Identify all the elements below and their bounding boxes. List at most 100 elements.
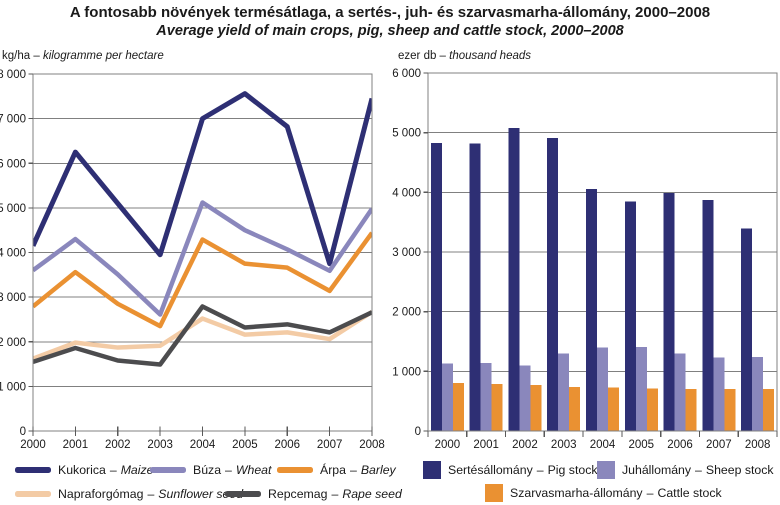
y-axis-label-stock: 2 000 xyxy=(392,307,421,319)
bar-cattle-stock-2001 xyxy=(491,384,503,431)
bar-sheep-stock-2005 xyxy=(635,346,647,431)
rape-seed-color-swatch xyxy=(225,491,261,497)
series-bars xyxy=(430,127,775,431)
y-axis-label-stock: 4 000 xyxy=(392,187,421,199)
left-axis-unit-label: kg/ha – kilogramme per hectare xyxy=(2,50,164,62)
bar-pig-stock-2004 xyxy=(586,188,597,431)
legend-label-sheep-stock: Juhállomány – Sheep stock xyxy=(622,463,774,477)
bar-pig-stock-2001 xyxy=(469,143,481,431)
bar-sheep-stock-2007 xyxy=(713,357,725,431)
y-axis-label-yield: 2 000 xyxy=(0,337,26,349)
bar-pig-stock-2006 xyxy=(663,192,675,431)
x-axis-label-yield: 2004 xyxy=(190,439,216,451)
bar-cattle-stock-2005 xyxy=(646,388,658,431)
bar-pig-stock-2007 xyxy=(702,200,714,431)
legend-label-rape-seed: Repcemag – Rape seed xyxy=(268,487,402,501)
x-axis-label-stock: 2001 xyxy=(473,439,499,451)
legend-label-sunflower-seed: Napraforgómag – Sunflower seed xyxy=(58,487,244,501)
bar-sheep-stock-2001 xyxy=(480,362,492,431)
y-axis-label-yield: 0 xyxy=(20,426,26,438)
bar-cattle-stock-2007 xyxy=(724,388,736,431)
x-axis-label-stock: 2000 xyxy=(435,439,461,451)
legend-label-cattle-stock: Szarvasmarha-állomány – Cattle stock xyxy=(510,486,722,500)
x-axis-label-yield: 2002 xyxy=(105,439,131,451)
unit-translation: thousand heads xyxy=(449,50,532,62)
sunflower-seed-color-swatch xyxy=(15,491,51,497)
legend-label-wheat: Búza – Wheat xyxy=(193,463,272,477)
x-axis-label-yield: 2006 xyxy=(274,439,300,451)
x-axis-label-stock: 2004 xyxy=(590,439,616,451)
bar-pig-stock-2003 xyxy=(547,138,559,431)
legend-item-sheep-stock: Juhállomány – Sheep stock xyxy=(597,461,774,479)
x-axis-label-yield: 2005 xyxy=(232,439,258,451)
y-axis-label-yield: 1 000 xyxy=(0,381,26,393)
y-axis-label-yield: 8 000 xyxy=(0,69,26,81)
legend-label-pig-stock: Sertésállomány – Pig stock xyxy=(448,463,598,477)
chart-title: A fontosabb növények termésátlaga, a ser… xyxy=(69,4,711,21)
bar-cattle-stock-2004 xyxy=(608,387,619,431)
y-axis-label-yield: 6 000 xyxy=(0,158,26,170)
barley-color-swatch xyxy=(277,467,313,473)
legend-item-barley: Árpa – Barley xyxy=(277,461,396,479)
bar-sheep-stock-2006 xyxy=(674,353,686,431)
wheat-color-swatch xyxy=(150,467,186,473)
legend-item-cattle-stock: Szarvasmarha-állomány – Cattle stock xyxy=(485,484,722,502)
pig-stock-color-swatch xyxy=(423,461,441,479)
y-axis-label-yield: 5 000 xyxy=(0,203,26,215)
bar-sheep-stock-2003 xyxy=(558,353,570,431)
unit-prefix: kg/ha – xyxy=(2,50,40,62)
bar-cattle-stock-2003 xyxy=(569,386,581,431)
bar-pig-stock-2005 xyxy=(624,201,636,431)
right-axis-unit-label: ezer db – thousand heads xyxy=(398,50,531,62)
bar-cattle-stock-2008 xyxy=(763,389,775,431)
series-lines xyxy=(33,91,372,367)
y-axis-label-stock: 6 000 xyxy=(392,68,421,80)
yield-line-chart: 0 1 000 2 000 3 000 4 000 5 000 6 000 7 000 8 00… xyxy=(0,69,385,451)
bar-pig-stock-2000 xyxy=(430,142,442,431)
legend-item-sunflower-seed: Napraforgómag – Sunflower seed xyxy=(15,485,243,503)
y-axis-label-stock: 5 000 xyxy=(392,128,421,140)
unit-prefix: ezer db – xyxy=(398,50,446,62)
x-axis-label-yield: 2007 xyxy=(317,439,343,451)
bar-sheep-stock-2004 xyxy=(597,347,608,431)
x-axis-label-stock: 2002 xyxy=(512,439,538,451)
x-axis-label-yield: 2000 xyxy=(20,439,46,451)
bar-cattle-stock-2006 xyxy=(685,389,697,431)
sheep-stock-color-swatch xyxy=(597,461,615,479)
legend-item-wheat: Búza – Wheat xyxy=(150,461,271,479)
y-axis-label-stock: 0 xyxy=(415,426,421,438)
series-line-maize xyxy=(33,91,372,267)
stock-bar-chart: 0 1 000 2 000 3 000 4 000 5 000 6 000 2000 2001 2… xyxy=(392,68,778,451)
series-line-barley xyxy=(33,231,372,329)
x-axis-label-stock: 2007 xyxy=(706,439,732,451)
x-axis-label-stock: 2006 xyxy=(667,439,693,451)
bar-pig-stock-2008 xyxy=(741,228,753,431)
x-axis-label-stock: 2008 xyxy=(745,439,771,451)
bar-sheep-stock-2000 xyxy=(441,363,453,431)
x-axis-label-stock: 2003 xyxy=(551,439,577,451)
x-axis-label-stock: 2005 xyxy=(628,439,654,451)
y-axis-label-yield: 3 000 xyxy=(0,292,26,304)
series-line-sunflower-seed xyxy=(33,309,372,361)
bar-pig-stock-2002 xyxy=(508,127,520,431)
bar-sheep-stock-2008 xyxy=(752,357,764,431)
legend-label-barley: Árpa – Barley xyxy=(320,463,396,477)
bar-cattle-stock-2002 xyxy=(530,385,542,431)
unit-translation: kilogramme per hectare xyxy=(42,50,164,62)
bar-cattle-stock-2000 xyxy=(452,382,464,431)
legend-label-maize: Kukorica – Maize xyxy=(58,463,154,477)
series-line-rape-seed xyxy=(33,304,372,367)
series-line-wheat xyxy=(33,200,372,317)
bar-sheep-stock-2002 xyxy=(519,365,531,431)
x-axis-label-yield: 2001 xyxy=(63,439,89,451)
chart-subtitle: Average yield of main crops, pig, sheep … xyxy=(156,23,624,39)
maize-color-swatch xyxy=(15,467,51,473)
legend-item-pig-stock: Sertésállomány – Pig stock xyxy=(423,461,598,479)
x-axis-label-yield: 2003 xyxy=(147,439,173,451)
y-axis-label-stock: 1 000 xyxy=(392,366,421,378)
cattle-stock-color-swatch xyxy=(485,484,503,502)
y-axis-label-yield: 7 000 xyxy=(0,114,26,126)
y-axis-label-stock: 3 000 xyxy=(392,247,421,259)
